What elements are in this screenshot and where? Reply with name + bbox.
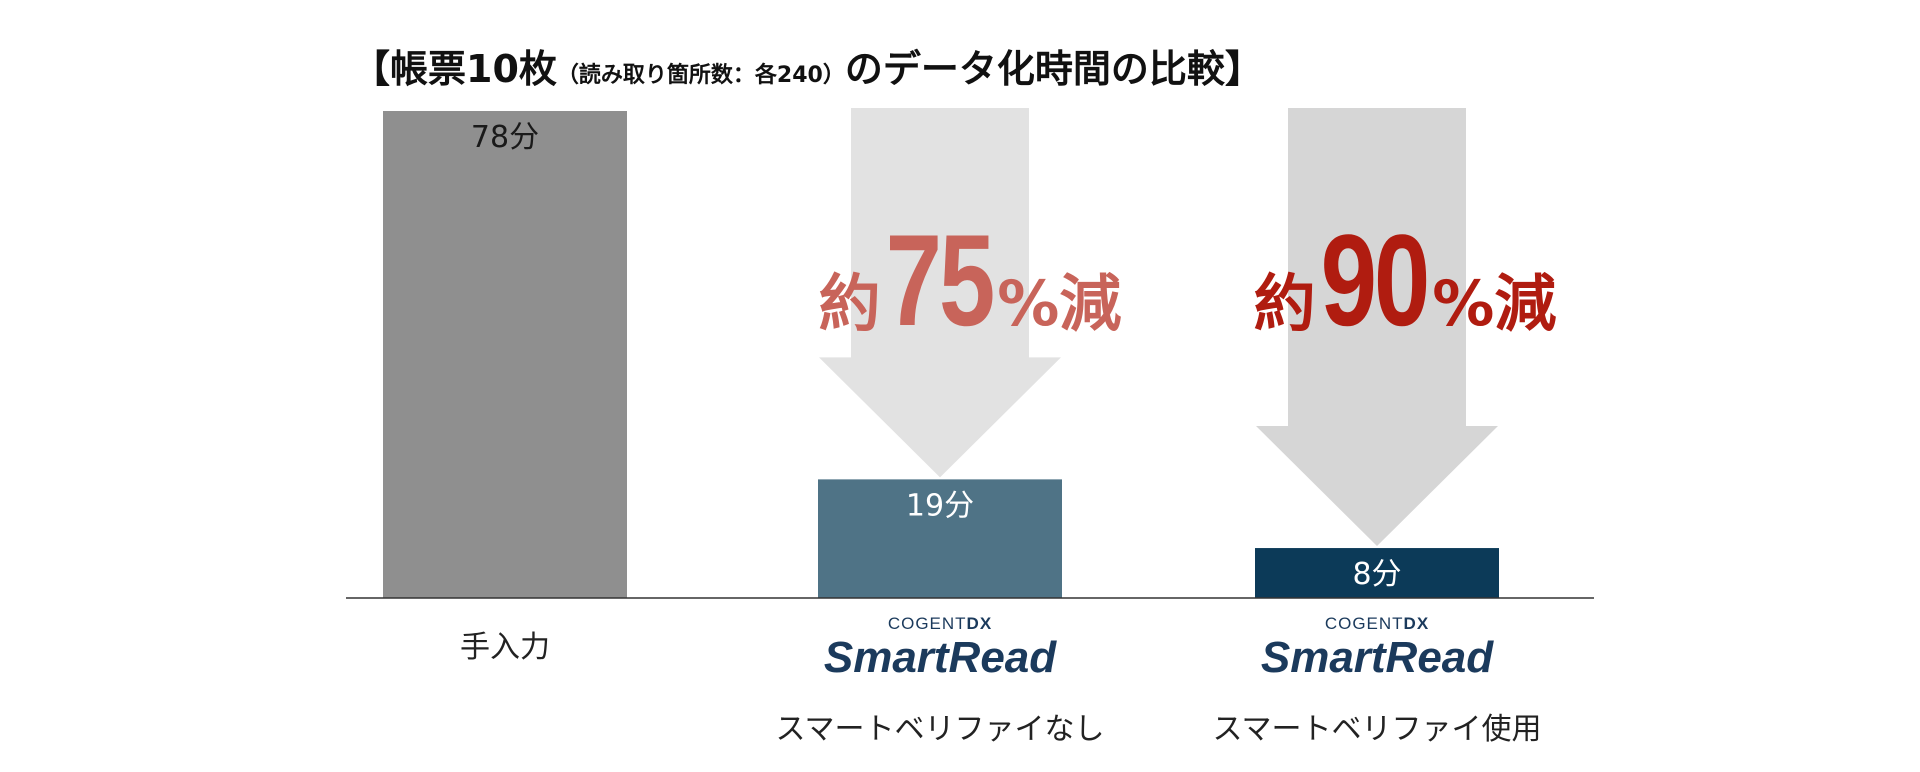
reduction-arrow <box>819 108 1061 478</box>
chart-title: 【帳票10枚（読み取り箇所数：各240）のデータ化時間の比較】 <box>352 38 1263 93</box>
logo-cogent-text: COGENTDX <box>1324 614 1430 633</box>
smartread-logo: COGENTDX SmartRead <box>824 614 1056 680</box>
title-main-after: のデータ化時間の比較】 <box>844 47 1263 91</box>
bar-value-label: 8分 <box>1352 557 1401 592</box>
reduction-callout-90: 約90%減 <box>1253 207 1557 353</box>
smartread-logo: COGENTDX SmartRead <box>1261 614 1493 680</box>
logo-cogent-text: COGENTDX <box>887 614 993 633</box>
category-label-manual: 手入力 <box>460 630 550 665</box>
reduction-arrow <box>1256 108 1498 547</box>
title-main-before: 【帳票10枚 <box>352 47 557 91</box>
category-label-with-verify: スマートベリファイ使用 <box>1212 712 1542 747</box>
bar <box>1255 548 1499 598</box>
bar-value-label: 78分 <box>471 120 539 155</box>
bar <box>383 111 627 598</box>
logo-smartread-text: SmartRead <box>823 633 1057 682</box>
bar <box>818 479 1062 598</box>
category-label-without-verify: スマートベリファイなし <box>775 712 1105 747</box>
bar-value-label: 19分 <box>906 488 974 523</box>
reduction-callout-75: 約75%減 <box>818 207 1122 353</box>
title-subtitle: （読み取り箇所数：各240） <box>556 63 845 88</box>
logo-smartread-text: SmartRead <box>1260 633 1494 682</box>
